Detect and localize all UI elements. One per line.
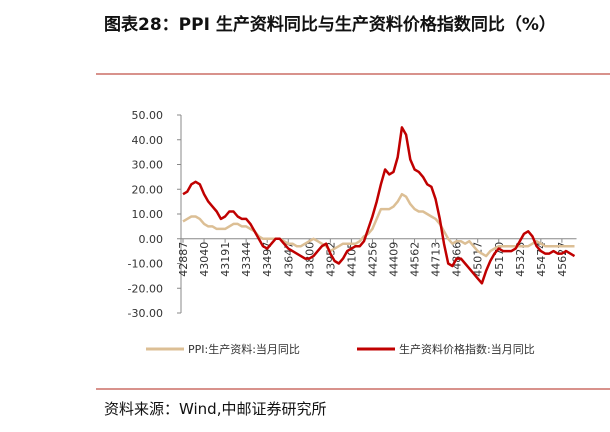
x-tick-label: 42887 xyxy=(177,242,190,277)
y-tick-label: -20.00 xyxy=(128,282,163,295)
y-tick-label: 50.00 xyxy=(132,109,164,122)
x-tick-label: 44562 xyxy=(409,242,422,277)
x-tick-label: 43497 xyxy=(261,242,274,277)
x-tick-label: 45474 xyxy=(535,242,548,277)
legend-label: 生产资料价格指数:当月同比 xyxy=(399,342,535,356)
x-tick-label: 43952 xyxy=(324,242,337,277)
x-tick-label: 43191 xyxy=(219,242,232,277)
y-tick-label: -30.00 xyxy=(128,307,163,320)
y-tick-label: 20.00 xyxy=(132,183,164,196)
x-tick-label: 44713 xyxy=(430,242,443,277)
series-line xyxy=(182,192,575,258)
y-tick-label: 40.00 xyxy=(132,134,164,147)
y-tick-label: 30.00 xyxy=(132,159,164,172)
y-tick-label: -10.00 xyxy=(128,258,163,271)
x-tick-label: 44409 xyxy=(388,242,401,277)
x-tick-label: 44256 xyxy=(366,242,379,277)
y-tick-label: 0.00 xyxy=(139,233,164,246)
chart-title: 图表28：PPI 生产资料同比与生产资料价格指数同比（%） xyxy=(104,15,556,35)
legend-label: PPI:生产资料:当月同比 xyxy=(188,342,300,356)
x-tick-label: 43344 xyxy=(240,242,253,277)
x-tick-label: 45323 xyxy=(514,242,527,277)
source-note: 资料来源：Wind,中邮证券研究所 xyxy=(104,400,327,418)
x-tick-label: 43040 xyxy=(198,242,211,277)
series-line xyxy=(182,126,576,285)
y-tick-label: 10.00 xyxy=(132,208,164,221)
x-tick-label: 45017 xyxy=(472,242,485,277)
x-tick-label: 43647 xyxy=(282,242,295,277)
